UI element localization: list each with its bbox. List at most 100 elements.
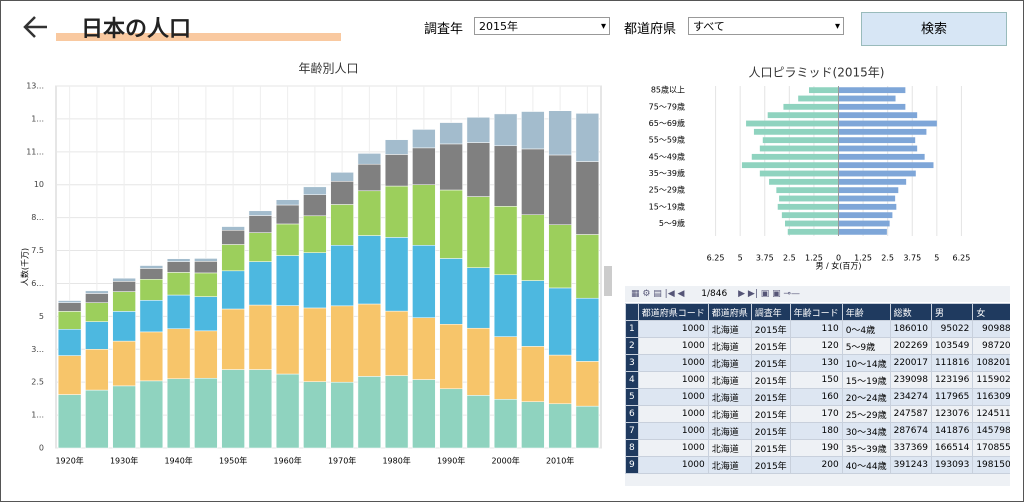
bar-segment <box>575 297 600 362</box>
table-cell: 北海道 <box>707 388 752 406</box>
pyramid-bar <box>838 170 916 177</box>
bar-segment <box>166 328 191 380</box>
column-header: 調査年 <box>750 303 791 321</box>
pager-page[interactable]: 1 <box>701 289 708 299</box>
x-tick-label: 5 <box>934 254 939 263</box>
row-number: 7 <box>625 422 639 440</box>
table-cell: 30～34歳 <box>841 422 891 440</box>
bar-segment <box>275 223 300 256</box>
x-tick-label: 2000年 <box>491 456 519 466</box>
bar-segment <box>221 230 245 245</box>
pyramid-bar <box>838 187 899 194</box>
bar-segment <box>303 186 327 195</box>
bar-segment <box>248 215 273 233</box>
x-tick-label: 1980年 <box>382 456 410 466</box>
y-tick-label: 7.5 <box>31 246 44 255</box>
table-cell: 115902 <box>972 371 1010 389</box>
bar-segment <box>384 310 409 376</box>
bar-segment <box>521 401 545 449</box>
bar-segment <box>357 163 382 192</box>
pyramid-bar <box>759 170 839 177</box>
pyramid-bar <box>785 220 839 227</box>
bar-segment <box>57 329 82 356</box>
table-cell: 北海道 <box>707 422 752 440</box>
search-button[interactable]: 検索 <box>861 12 1007 46</box>
table-cell: 287674 <box>889 422 932 440</box>
bar-segment <box>85 321 109 350</box>
table-cell: 2015年 <box>750 354 791 372</box>
bar-segment <box>521 148 545 215</box>
pyramid-bar <box>838 203 897 210</box>
column-header: 女 <box>972 303 1010 321</box>
bar-segment <box>548 354 572 405</box>
bar-segment <box>248 210 273 216</box>
row-number: 8 <box>625 439 639 457</box>
pyramid-bar <box>838 178 907 185</box>
table-cell: 95022 <box>930 320 974 338</box>
pyramid-bar <box>838 212 893 219</box>
y-tick-label: 1... <box>31 114 44 123</box>
x-tick-label: 1960年 <box>273 456 301 466</box>
bar-segment <box>330 172 354 182</box>
bar-segment <box>275 255 300 306</box>
charts: 年齢別人口人数(千万)01...2.53...56...7.58...1011.… <box>20 61 971 466</box>
bar-segment <box>139 268 164 280</box>
x-tick-label: 6.25 <box>707 254 725 263</box>
bar-segment <box>412 147 436 185</box>
table-row: 4 1000 北海道 2015年 150 15～19歳 239098 123196 115902 <box>625 371 1010 389</box>
x-tick-label: 1970年 <box>328 456 356 466</box>
bar-segment <box>166 272 191 296</box>
data-table: 都道府県コード 都道府県 調査年 年齢コード 年齢 総数男女 1 1000 北海道 2015年 11… <box>625 303 1010 474</box>
bar-segment <box>194 272 218 297</box>
table-cell: 166514 <box>930 439 974 457</box>
back-arrow[interactable] <box>21 13 51 41</box>
bar-segment <box>548 154 572 225</box>
bar-segment <box>166 294 191 329</box>
table-cell: 117965 <box>930 388 974 406</box>
bar-segment <box>194 258 218 262</box>
bar-segment <box>439 388 463 449</box>
bar-segment <box>139 300 164 333</box>
bar-segment <box>166 378 191 449</box>
table-cell: 1000 <box>637 388 709 406</box>
x-tick-label: 3.75 <box>903 254 921 263</box>
bar-segment <box>493 274 518 337</box>
y-tick-label: 55～59歳 <box>649 135 685 145</box>
bar-segment <box>221 244 245 272</box>
bar-segment <box>303 252 327 309</box>
row-number: 3 <box>625 354 639 372</box>
table-cell: 116309 <box>972 388 1010 406</box>
bar-segment <box>384 154 409 187</box>
pager-next[interactable]: ▶ ▶| ▣ ▣ ⊸— <box>738 289 800 299</box>
pref-select[interactable]: すべて <box>688 17 844 36</box>
pager-icons[interactable]: ▦ ⚙ ▤ |◀ ◀ <box>631 289 685 299</box>
pyramid-bar <box>838 128 927 135</box>
column-header: 年齢コード <box>789 303 843 321</box>
bar-segment <box>357 190 382 236</box>
pyramid-bar <box>751 153 839 160</box>
splitter[interactable] <box>604 266 612 296</box>
table-row: 3 1000 北海道 2015年 130 10～14歳 220017 111816 108201 <box>625 354 1010 372</box>
table-cell: 20～24歳 <box>841 388 891 406</box>
x-tick-label: 1920年 <box>55 456 83 466</box>
bar-segment <box>112 385 136 449</box>
year-label: 調査年 <box>424 22 464 37</box>
x-tick-label: 0 <box>836 254 841 263</box>
table-cell: 北海道 <box>707 337 752 355</box>
table-cell: 1000 <box>637 439 709 457</box>
bar-segment <box>493 336 518 400</box>
pyramid-bar <box>838 162 934 169</box>
bar-segment <box>330 181 354 205</box>
table-row: 2 1000 北海道 2015年 120 5～9歳 202269 103549 98720 <box>625 337 1010 355</box>
y-tick-label: 11... <box>26 147 44 156</box>
table-row: 1 1000 北海道 2015年 110 0～4歳 186010 95022 90988 <box>625 320 1010 338</box>
table-cell: 170 <box>789 405 843 423</box>
bar-segment <box>330 381 354 449</box>
pyramid-bar <box>838 195 896 202</box>
year-select[interactable]: 2015年 <box>474 17 610 36</box>
y-tick-label: 8... <box>31 213 44 222</box>
bar-segment <box>521 346 545 402</box>
table-cell: 247587 <box>889 405 932 423</box>
table-cell: 123196 <box>930 371 974 389</box>
pyramid-bar <box>838 95 896 102</box>
